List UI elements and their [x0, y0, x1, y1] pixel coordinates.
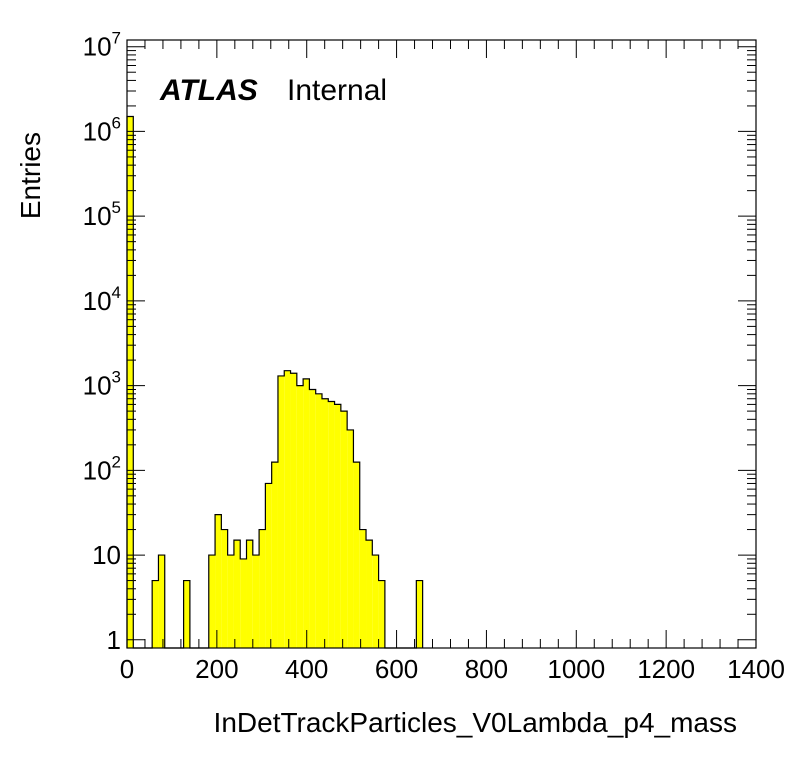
- histogram-bar: [359, 529, 367, 648]
- histogram-bar: [152, 580, 159, 648]
- histogram-bar: [328, 401, 335, 648]
- histogram-bar: [372, 555, 379, 648]
- internal-label: Internal: [287, 74, 387, 107]
- y-tick-labels: 1 10 102 103 104 105 106 107: [83, 29, 121, 655]
- y-tick-label: 10: [92, 540, 121, 570]
- histogram-bars: [126, 115, 424, 649]
- histogram-bar: [378, 580, 385, 648]
- x-tick-label: 800: [465, 654, 508, 684]
- histogram-bar: [246, 540, 253, 648]
- x-tick-labels: 0 200 400 600 800 1000 1200 1400: [120, 654, 785, 684]
- x-tick-label: 1400: [727, 654, 785, 684]
- histogram-outline: [126, 115, 424, 649]
- histogram-bar: [240, 558, 247, 648]
- x-axis-label: InDetTrackParticles_V0Lambda_p4_mass: [214, 707, 737, 738]
- y-tick-label: 105: [83, 198, 121, 231]
- histogram-bar: [284, 370, 291, 648]
- histogram-bar: [334, 404, 341, 648]
- x-tick-label: 400: [285, 654, 328, 684]
- y-tick-label: 1: [107, 625, 121, 655]
- histogram-bar: [215, 514, 222, 648]
- histogram-bar: [347, 429, 354, 648]
- histogram-bar: [309, 389, 316, 648]
- histogram-bar: [340, 411, 348, 648]
- histogram-bar: [416, 580, 423, 648]
- y-tick-label: 104: [83, 283, 121, 316]
- histogram-bar: [290, 373, 297, 648]
- histogram-bar: [315, 393, 322, 648]
- histogram-bar: [227, 555, 234, 648]
- y-tick-label: 102: [83, 452, 121, 485]
- x-tick-label: 1000: [547, 654, 605, 684]
- y-axis-label: Entries: [15, 132, 46, 219]
- histogram-bar: [296, 385, 304, 648]
- y-tick-label: 107: [83, 29, 121, 62]
- histogram-bar: [259, 529, 266, 648]
- histogram-bar: [127, 116, 134, 648]
- x-tick-label: 1200: [637, 654, 695, 684]
- x-tick-label: 600: [375, 654, 418, 684]
- plot-frame: [126, 39, 757, 649]
- histogram-bar: [353, 462, 360, 648]
- atlas-label: ATLAS: [159, 74, 258, 107]
- histogram-bar: [208, 555, 216, 648]
- y-tick-label: 106: [83, 113, 121, 146]
- histogram-bar: [252, 555, 260, 648]
- histogram-bar: [303, 378, 310, 648]
- histogram-bar: [366, 540, 373, 648]
- histogram-bar: [183, 580, 190, 648]
- axis-ticks: [126, 40, 757, 648]
- x-tick-label: 0: [120, 654, 134, 684]
- histogram-bar: [158, 555, 165, 648]
- x-tick-label: 200: [195, 654, 238, 684]
- y-tick-label: 103: [83, 368, 121, 401]
- histogram-bar: [265, 483, 272, 648]
- histogram-bar: [321, 398, 329, 648]
- histogram-bar: [271, 462, 278, 648]
- histogram-bar: [277, 375, 285, 648]
- histogram-bar: [233, 540, 241, 648]
- histogram-bar: [221, 529, 228, 648]
